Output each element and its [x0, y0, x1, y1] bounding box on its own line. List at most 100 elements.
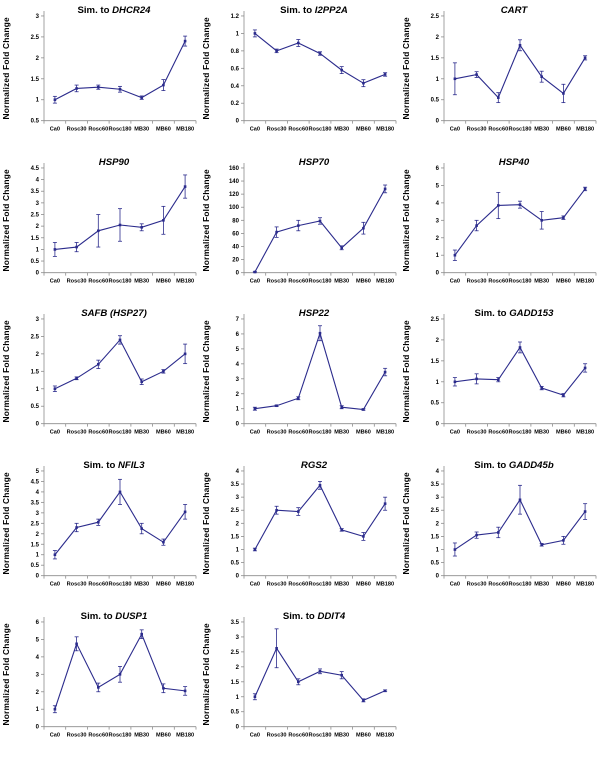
svg-text:MB30: MB30 [334, 278, 349, 284]
y-axis-label: Normalized Fold Change [401, 320, 411, 423]
svg-text:Rosc180: Rosc180 [509, 430, 532, 436]
svg-text:MB180: MB180 [376, 733, 394, 739]
svg-text:MB60: MB60 [356, 278, 371, 284]
chart-hsp40: 0 1 2 3 4 5 6 Ca0 Rosc30 Rosc60 Rosc180 MB30 MB60 MB1… [400, 151, 600, 304]
svg-text:MB60: MB60 [556, 127, 571, 133]
svg-text:0: 0 [436, 422, 440, 428]
y-tick-labels: 0 1 2 3 4 5 6 [36, 620, 40, 731]
svg-text:3.5: 3.5 [231, 482, 240, 488]
chart-title-prefix: Sim. to [83, 460, 118, 471]
chart-title-prefix: Sim. to [283, 611, 318, 622]
chart-title-gene: DDIT4 [317, 611, 345, 622]
svg-text:3.5: 3.5 [231, 620, 240, 626]
data-line [254, 331, 386, 411]
data-points [453, 346, 587, 397]
svg-text:Rosc30: Rosc30 [267, 127, 287, 133]
svg-text:0.5: 0.5 [431, 401, 440, 407]
svg-text:1.5: 1.5 [431, 534, 440, 540]
x-tick-labels: Ca0 Rosc30 Rosc60 Rosc180 MB30 MB60 MB180 [250, 430, 394, 436]
data-points [53, 490, 187, 556]
svg-text:0.5: 0.5 [431, 98, 440, 104]
svg-text:Rosc180: Rosc180 [309, 127, 332, 133]
chart-i2pp2a: 0 0.2 0.4 0.6 0.8 1 1.2 Ca0 Rosc30 Rosc60 Rosc180 M… [200, 0, 400, 152]
svg-text:Rosc180: Rosc180 [509, 127, 532, 133]
chart-title-gene: HSP22 [299, 308, 330, 319]
svg-text:3: 3 [36, 511, 40, 517]
svg-text:4: 4 [436, 469, 440, 475]
error-bars [52, 335, 188, 393]
svg-text:MB60: MB60 [156, 430, 171, 436]
y-axis-label: Normalized Fold Change [1, 472, 11, 575]
svg-text:Ca0: Ca0 [450, 430, 460, 436]
x-tick-labels: Ca0 Rosc30 Rosc60 Rosc180 MB30 MB60 MB180 [250, 581, 394, 587]
svg-text:Rosc60: Rosc60 [288, 733, 308, 739]
chart-gadd45b: 0 0.5 1 1.5 2 2.5 3 3.5 4 Ca0 Rosc30 Rosc60 Rosc180 M… [400, 454, 600, 607]
svg-text:0: 0 [36, 573, 40, 579]
svg-text:Rosc30: Rosc30 [467, 430, 487, 436]
chart-title-gene: CART [501, 5, 529, 16]
y-axis-label: Normalized Fold Change [401, 17, 411, 120]
svg-text:0: 0 [236, 270, 240, 276]
svg-text:5: 5 [436, 183, 440, 189]
svg-text:1: 1 [236, 31, 240, 37]
chart-title-gene: GADD45b [509, 460, 554, 471]
data-points [253, 32, 387, 85]
svg-text:Ca0: Ca0 [450, 278, 460, 284]
chart-title-gene: HSP40 [499, 157, 530, 168]
chart-svg: 0 20 40 60 80 100 120 140 160 Ca0 Rosc30 Rosc60 Rosc… [201, 157, 397, 284]
svg-text:Rosc30: Rosc30 [267, 278, 287, 284]
chart-svg: 0 0.5 1 1.5 2 2.5 Ca0 Rosc30 Rosc60 Rosc180 MB30 MB… [401, 5, 597, 133]
svg-text:2: 2 [36, 224, 40, 230]
y-tick-labels: 0 0.5 1 1.5 2 2.5 [431, 317, 440, 428]
chart-svg: 0 0.5 1 1.5 2 2.5 3 3.5 4 4.5 5 Ca0 Rosc30 Rosc60 Rosc… [1, 460, 197, 587]
svg-text:MB180: MB180 [176, 733, 194, 739]
svg-text:Rosc30: Rosc30 [67, 127, 87, 133]
svg-text:MB30: MB30 [134, 581, 149, 587]
chart-cart: 0 0.5 1 1.5 2 2.5 Ca0 Rosc30 Rosc60 Rosc180 MB30 MB… [400, 0, 600, 152]
svg-text:Rosc180: Rosc180 [309, 278, 332, 284]
svg-text:1: 1 [436, 380, 440, 386]
y-axis-label: Normalized Fold Change [1, 320, 11, 423]
error-bars [52, 629, 188, 714]
svg-text:Rosc180: Rosc180 [309, 733, 332, 739]
svg-text:Rosc180: Rosc180 [109, 581, 132, 587]
svg-text:MB180: MB180 [176, 581, 194, 587]
svg-text:2: 2 [36, 532, 40, 538]
svg-text:0.5: 0.5 [231, 560, 240, 566]
y-axis-label: Normalized Fold Change [1, 623, 11, 726]
svg-text:Ca0: Ca0 [50, 430, 60, 436]
chart-title-prefix: Sim. to [81, 611, 116, 622]
chart-title-gene: I2PP2A [315, 5, 348, 16]
chart-title-prefix: Sim. to [77, 5, 112, 16]
chart-dhcr24: 0.5 1 1.5 2 2.5 3 Ca0 Rosc30 Rosc60 Rosc180 MB30 MB… [0, 0, 200, 152]
data-points [253, 332, 387, 411]
data-points [253, 647, 387, 703]
data-points [453, 43, 587, 99]
svg-text:0.4: 0.4 [231, 84, 240, 90]
svg-text:1: 1 [236, 695, 240, 701]
x-tick-labels: Ca0 Rosc30 Rosc60 Rosc180 MB30 MB60 MB180 [50, 278, 194, 284]
svg-text:5: 5 [36, 638, 40, 644]
svg-text:Rosc60: Rosc60 [488, 127, 508, 133]
svg-text:0: 0 [36, 270, 40, 276]
svg-text:Rosc30: Rosc30 [467, 278, 487, 284]
svg-text:Rosc60: Rosc60 [288, 581, 308, 587]
chart-title: HSP22 [299, 308, 330, 319]
svg-text:2: 2 [36, 690, 40, 696]
svg-text:MB60: MB60 [356, 127, 371, 133]
svg-text:1: 1 [36, 708, 40, 714]
y-axis-label: Normalized Fold Change [401, 472, 411, 575]
svg-text:4.5: 4.5 [31, 479, 40, 485]
x-tick-labels: Ca0 Rosc30 Rosc60 Rosc180 MB30 MB60 MB180 [250, 733, 394, 739]
svg-text:6: 6 [36, 620, 40, 626]
data-points [53, 338, 187, 391]
y-tick-labels: 0 0.5 1 1.5 2 2.5 3 3.5 4 4.5 [31, 166, 40, 277]
svg-text:0: 0 [436, 270, 440, 276]
svg-text:Rosc60: Rosc60 [88, 127, 108, 133]
svg-text:3.5: 3.5 [431, 482, 440, 488]
svg-text:0: 0 [236, 422, 240, 428]
x-tick-labels: Ca0 Rosc30 Rosc60 Rosc180 MB30 MB60 MB180 [50, 430, 194, 436]
data-line [54, 339, 186, 390]
axes [241, 465, 397, 579]
svg-text:Rosc60: Rosc60 [288, 430, 308, 436]
